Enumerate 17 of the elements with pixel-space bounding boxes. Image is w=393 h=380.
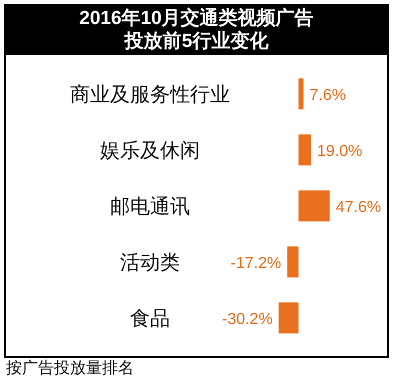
chart-title: 2016年10月交通类视频广告投放前5行业变化 bbox=[78, 7, 315, 53]
y-tick-label: 食品 bbox=[130, 308, 170, 330]
data-label: -17.2% bbox=[230, 254, 282, 272]
bar bbox=[298, 134, 311, 166]
y-tick-label: 活动类 bbox=[120, 252, 180, 274]
data-label: 7.6% bbox=[309, 86, 346, 104]
bar bbox=[298, 190, 330, 222]
bar bbox=[287, 246, 298, 278]
bar bbox=[278, 302, 298, 334]
bar bbox=[298, 78, 304, 110]
y-tick-label: 娱乐及休闲 bbox=[100, 140, 200, 162]
data-label: 47.6% bbox=[336, 198, 382, 216]
data-label: -30.2% bbox=[222, 310, 273, 328]
text: 按广告投放量排名 bbox=[6, 358, 134, 379]
data-label: 19.0% bbox=[316, 142, 362, 160]
y-tick-label: 邮电通讯 bbox=[110, 196, 190, 218]
y-tick-label: 商业及服务性行业 bbox=[70, 84, 230, 106]
